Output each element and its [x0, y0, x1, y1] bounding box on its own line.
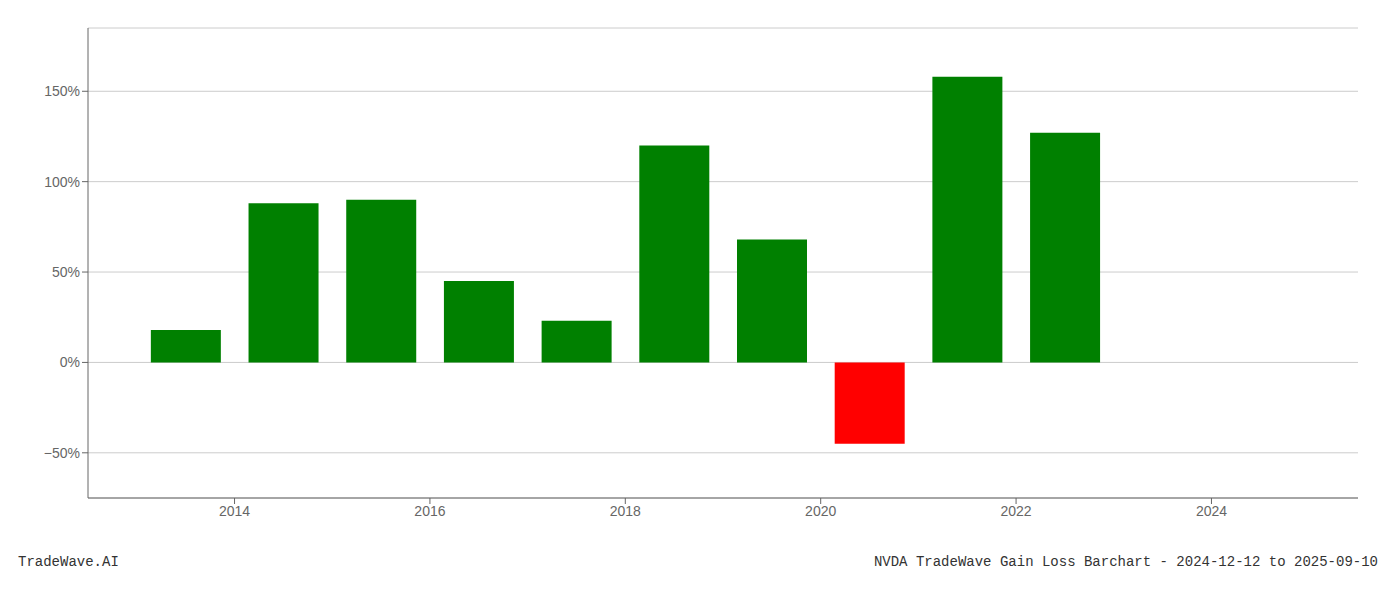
svg-text:2024: 2024 — [1196, 503, 1227, 519]
svg-text:2018: 2018 — [610, 503, 641, 519]
svg-text:0%: 0% — [60, 354, 80, 370]
html-text:NVDA TradeWave Gain Loss Barch: NVDA TradeWave Gain Loss Barchart - 2024… — [873, 554, 1378, 570]
svg-text:2016: 2016 — [414, 503, 445, 519]
html-text:TradeWave.AI: TradeWave.AI — [18, 554, 119, 570]
svg-text:−50%: −50% — [44, 445, 80, 461]
svg-text:2020: 2020 — [805, 503, 836, 519]
svg-text:50%: 50% — [52, 264, 80, 280]
svg-text:2014: 2014 — [219, 503, 250, 519]
svg-text:150%: 150% — [44, 83, 80, 99]
svg-text:100%: 100% — [44, 174, 80, 190]
svg-text:2022: 2022 — [1000, 503, 1031, 519]
